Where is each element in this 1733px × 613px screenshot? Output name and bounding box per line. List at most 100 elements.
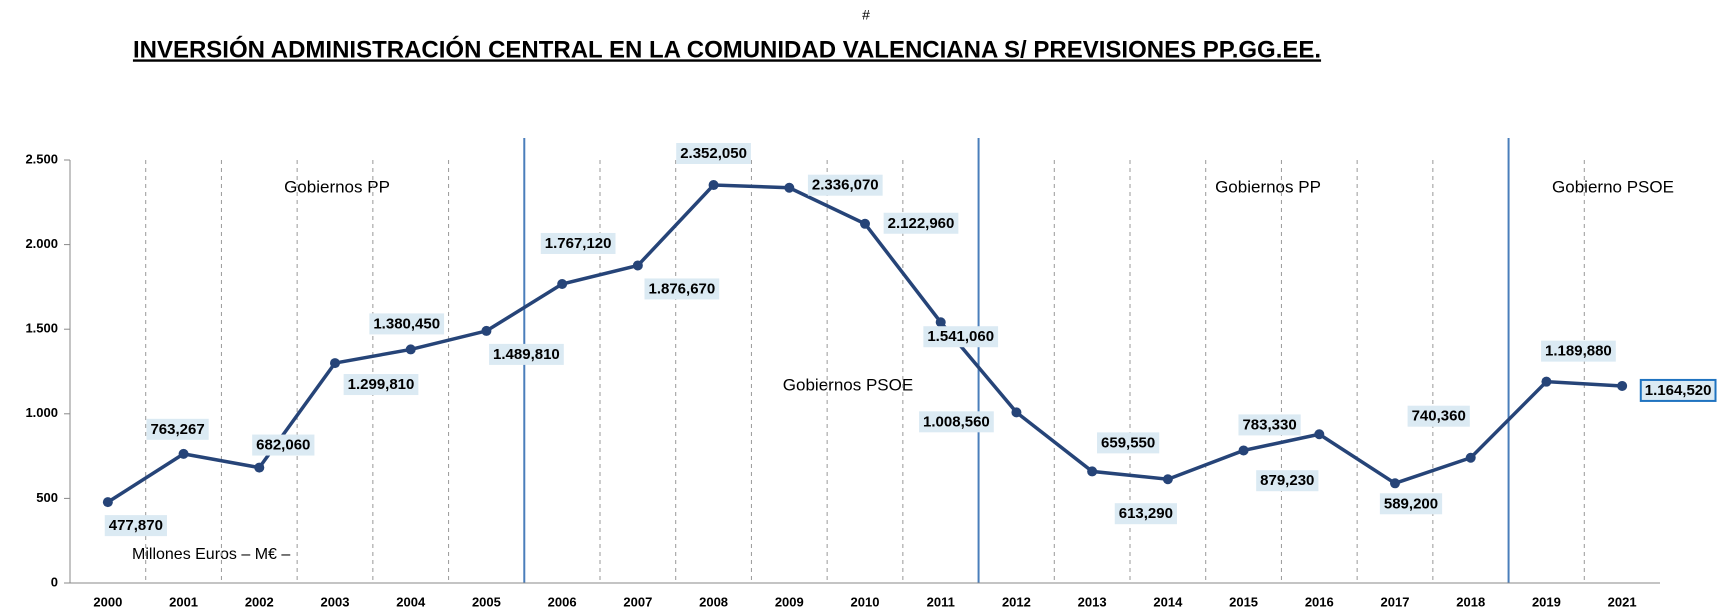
data-label: 477,870 <box>109 517 163 534</box>
x-tick-label: 2000 <box>93 594 122 609</box>
data-label-bg <box>919 411 994 433</box>
point <box>481 325 492 336</box>
point <box>102 497 113 508</box>
data-label-bg <box>883 212 959 234</box>
data-label: 1.541,060 <box>927 328 994 345</box>
point <box>557 279 568 290</box>
point <box>1162 474 1173 485</box>
y-tick-label: 0 <box>51 574 58 589</box>
data-label-bg <box>369 313 445 335</box>
data-label: 879,230 <box>1260 472 1314 489</box>
data-label: 2.336,070 <box>812 177 879 194</box>
data-label: 1.299,810 <box>348 376 415 393</box>
x-tick-label: 2006 <box>548 594 577 609</box>
data-label: 1.008,560 <box>923 413 990 430</box>
data-label-bg <box>644 278 720 300</box>
point <box>1465 452 1476 463</box>
unit-label: Millones Euros – M€ – <box>132 546 290 563</box>
x-tick-label: 2012 <box>1002 594 1031 609</box>
annotation: Gobiernos PP <box>284 177 390 196</box>
point <box>1238 445 1249 456</box>
data-label-bg <box>1114 503 1177 525</box>
data-label: 1.189,880 <box>1545 343 1612 360</box>
data-label-bg <box>1407 405 1470 427</box>
data-label: 613,290 <box>1119 505 1173 522</box>
point <box>405 344 416 355</box>
data-label: 589,200 <box>1384 495 1438 512</box>
point <box>330 358 340 369</box>
data-label-bg <box>146 418 209 440</box>
annotation: Gobierno PSOE <box>1552 177 1674 196</box>
data-label: 1.380,450 <box>373 315 440 332</box>
data-label-bg <box>1639 378 1717 402</box>
data-label: 2.122,960 <box>888 215 955 232</box>
x-tick-label: 2013 <box>1078 594 1107 609</box>
x-tick-label: 2010 <box>851 594 880 609</box>
x-tick-label: 2009 <box>775 594 804 609</box>
data-label-bg <box>343 374 419 396</box>
point <box>178 448 189 459</box>
point <box>1617 380 1628 391</box>
data-label: 2.352,050 <box>680 145 747 162</box>
y-tick-label: 2.000 <box>25 236 58 251</box>
x-tick-label: 2021 <box>1608 594 1637 609</box>
point <box>860 218 870 229</box>
y-tick-label: 2.500 <box>25 151 58 166</box>
point <box>708 180 719 191</box>
data-label: 740,360 <box>1412 408 1466 425</box>
data-label: 682,060 <box>256 437 310 454</box>
x-tick-label: 2004 <box>396 594 426 609</box>
annotation: Gobiernos PSOE <box>783 375 913 394</box>
point <box>935 317 946 328</box>
point <box>254 462 265 473</box>
header-mark: # <box>862 7 870 23</box>
x-tick-label: 2007 <box>623 594 652 609</box>
point <box>1087 466 1098 477</box>
y-tick-label: 500 <box>36 490 58 505</box>
data-label-bg <box>807 174 883 196</box>
chart-title: INVERSIÓN ADMINISTRACIÓN CENTRAL EN LA C… <box>133 35 1321 63</box>
data-label-bg <box>1379 493 1443 515</box>
data-label-bg <box>104 515 167 537</box>
x-tick-label: 2017 <box>1381 594 1410 609</box>
data-label: 1.767,120 <box>545 235 612 252</box>
x-tick-label: 2016 <box>1305 594 1334 609</box>
data-label-bg <box>1541 340 1616 362</box>
data-label-bg <box>489 343 564 365</box>
x-tick-label: 2015 <box>1229 594 1258 609</box>
data-label-bg <box>1238 414 1301 436</box>
x-tick-label: 2003 <box>321 594 350 609</box>
x-tick-label: 2011 <box>927 594 955 609</box>
x-tick-label: 2002 <box>245 594 274 609</box>
point <box>1541 376 1552 387</box>
y-tick-label: 1.000 <box>25 405 58 420</box>
data-label-bg <box>676 143 751 165</box>
data-label: 659,550 <box>1101 434 1155 451</box>
point <box>784 182 795 193</box>
data-label: 783,330 <box>1242 416 1296 433</box>
data-label-bg <box>252 434 315 456</box>
annotation: Gobiernos PP <box>1215 177 1321 196</box>
x-tick-label: 2001 <box>169 594 198 609</box>
data-label-bg <box>1256 470 1319 492</box>
data-label-bg <box>923 326 999 348</box>
point <box>1390 478 1400 489</box>
line <box>106 183 1623 504</box>
data-label: 1.164,520 <box>1645 382 1712 399</box>
x-tick-label: 2014 <box>1153 594 1183 609</box>
data-label-bg <box>1097 432 1160 454</box>
data-label: 1.489,810 <box>493 346 560 363</box>
data-label: 1.876,670 <box>648 280 715 297</box>
y-tick-label: 1.500 <box>25 321 58 336</box>
x-tick-label: 2019 <box>1532 594 1561 609</box>
point <box>1011 407 1022 418</box>
x-tick-label: 2008 <box>699 594 728 609</box>
x-tick-label: 2005 <box>472 594 501 609</box>
data-label-bg <box>540 232 616 254</box>
point <box>632 260 643 271</box>
data-label: 763,267 <box>150 421 204 438</box>
point <box>1314 429 1325 440</box>
x-tick-label: 2018 <box>1456 594 1485 609</box>
